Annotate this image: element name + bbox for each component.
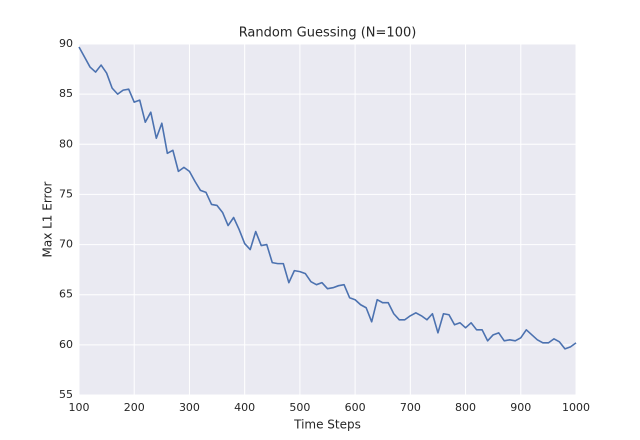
y-tick-label: 55 — [59, 388, 73, 401]
y-tick-label: 65 — [59, 288, 73, 301]
chart-title: Random Guessing (N=100) — [239, 26, 417, 41]
x-tick-label: 400 — [234, 401, 255, 414]
y-tick-label: 90 — [59, 37, 73, 50]
y-tick-label: 60 — [59, 338, 73, 351]
x-tick-label: 300 — [179, 401, 200, 414]
y-axis-label: Max L1 Error — [41, 181, 55, 257]
y-tick-label: 80 — [59, 137, 73, 150]
x-tick-label: 100 — [69, 401, 90, 414]
x-tick-label: 1000 — [562, 401, 590, 414]
x-tick-label: 900 — [510, 401, 531, 414]
x-tick-label: 200 — [124, 401, 145, 414]
x-tick-label: 500 — [289, 401, 310, 414]
x-tick-label: 800 — [455, 401, 476, 414]
y-tick-label: 75 — [59, 187, 73, 200]
x-tick-label: 700 — [400, 401, 421, 414]
plot-area — [79, 44, 576, 395]
x-tick-label: 600 — [345, 401, 366, 414]
y-tick-label: 70 — [59, 238, 73, 251]
line-series — [78, 46, 577, 350]
y-tick-label: 85 — [59, 87, 73, 100]
x-axis-label: Time Steps — [293, 418, 361, 432]
